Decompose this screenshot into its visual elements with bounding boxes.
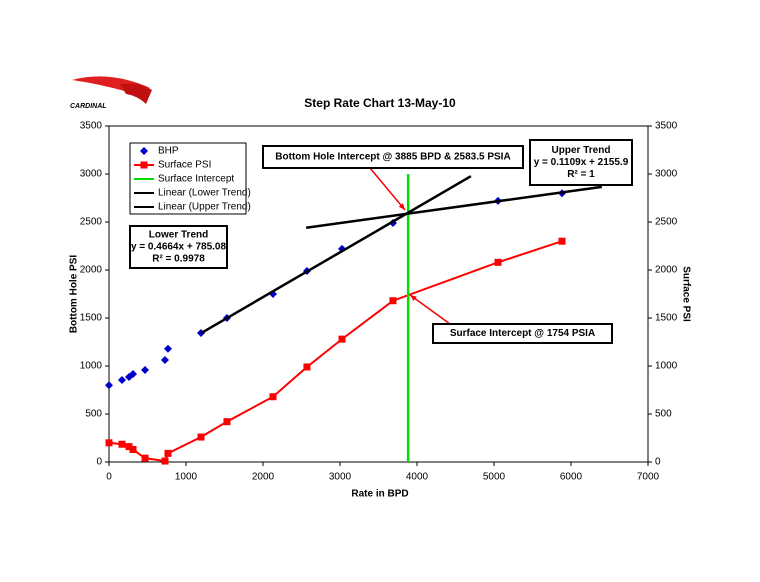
y-tick-label: 1500 (80, 313, 103, 324)
legend-label: Linear (Upper Trend) (158, 202, 251, 213)
marker (494, 258, 502, 266)
marker (223, 418, 231, 426)
marker (303, 363, 311, 371)
marker (558, 237, 566, 245)
marker (197, 433, 205, 441)
marker (140, 161, 148, 169)
legend-label: Surface PSI (158, 160, 211, 171)
marker (161, 457, 169, 465)
y-tick-label: 1000 (80, 361, 103, 372)
marker (140, 147, 148, 155)
marker (160, 355, 169, 364)
y2-tick-label: 2500 (655, 217, 678, 228)
x-tick-label: 3000 (329, 472, 352, 483)
annotation-text: R² = 0.9978 (152, 254, 205, 265)
marker (105, 381, 113, 390)
x-tick-label: 0 (106, 472, 112, 483)
y-tick-label: 0 (96, 457, 102, 468)
y2-tick-label: 1000 (655, 361, 678, 372)
series-line (200, 175, 472, 335)
annotation-arrow (409, 294, 451, 325)
arrow-head (398, 203, 405, 210)
legend-label: Surface Intercept (158, 174, 234, 185)
annotation-text: y = 0.1109x + 2155.9 (534, 157, 629, 168)
annotation-text: Bottom Hole Intercept @ 3885 BPD & 2583.… (275, 152, 510, 163)
logo-text: CARDINAL (70, 103, 107, 110)
marker (389, 297, 397, 305)
legend-label: Linear (Lower Trend) (158, 188, 251, 199)
marker (105, 439, 113, 447)
y-tick-label: 3000 (80, 169, 103, 180)
marker (269, 393, 277, 401)
series-line (305, 185, 602, 229)
annotation-text: Upper Trend (552, 145, 611, 156)
y-tick-label: 500 (85, 409, 102, 420)
x-tick-label: 7000 (637, 472, 660, 483)
annotation-text: Surface Intercept @ 1754 PSIA (450, 328, 595, 339)
series-line (108, 240, 563, 463)
y2-tick-label: 500 (655, 409, 672, 420)
annotation-box (432, 323, 613, 344)
annotation-box (529, 139, 633, 186)
marker (141, 454, 149, 462)
marker (164, 449, 172, 457)
marker (118, 440, 126, 448)
marker (141, 366, 150, 375)
x-tick-label: 5000 (483, 472, 506, 483)
logo-head (120, 83, 152, 104)
marker (129, 369, 138, 378)
annotation-arrow (369, 167, 406, 211)
y-tick-label: 3500 (80, 121, 103, 132)
logo: CARDINAL (70, 76, 152, 110)
x-axis-label: Rate in BPD (351, 489, 408, 500)
legend-label: BHP (158, 146, 179, 157)
y-axis-label: Bottom Hole PSI (69, 255, 80, 334)
x-tick-label: 6000 (560, 472, 583, 483)
annotation-text: Lower Trend (149, 230, 208, 241)
y-tick-label: 2500 (80, 217, 103, 228)
marker (338, 335, 346, 343)
annotation-box (129, 225, 228, 269)
y2-tick-label: 2000 (655, 265, 678, 276)
y2-axis-label: Surface PSI (680, 266, 691, 322)
x-tick-label: 4000 (406, 472, 429, 483)
x-tick-label: 1000 (175, 472, 198, 483)
arrow-head (410, 295, 417, 301)
y2-tick-label: 1500 (655, 313, 678, 324)
y2-tick-label: 3500 (655, 121, 678, 132)
x-tick-label: 2000 (252, 472, 275, 483)
annotation-text: R² = 1 (567, 169, 595, 180)
marker (129, 446, 137, 454)
y-tick-label: 2000 (80, 265, 103, 276)
marker (118, 376, 127, 385)
y2-tick-label: 3000 (655, 169, 678, 180)
annotation-text: y = 0.4664x + 785.08 (131, 242, 227, 253)
chart-title: Step Rate Chart 13-May-10 (304, 96, 456, 110)
marker (163, 344, 172, 353)
plot-frame (108, 125, 649, 463)
y2-tick-label: 0 (655, 457, 661, 468)
annotation-box (262, 145, 524, 169)
marker (125, 443, 133, 451)
